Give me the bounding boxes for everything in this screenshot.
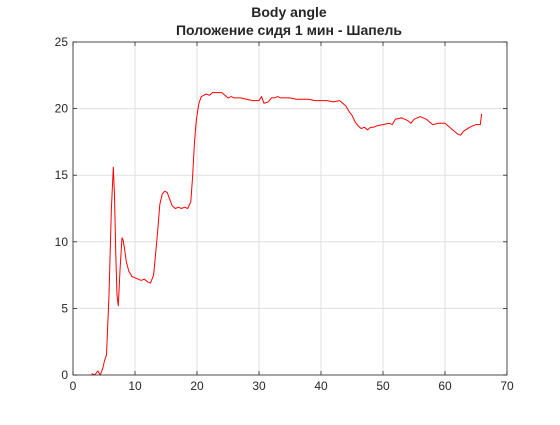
y-tick-label: 25 <box>55 35 69 49</box>
x-tick-label: 20 <box>190 379 204 393</box>
y-tick-label: 20 <box>55 102 69 116</box>
y-tick-label: 15 <box>55 168 69 182</box>
series-layer <box>91 92 483 376</box>
x-tick-label: 50 <box>376 379 390 393</box>
chart-title: Body angle <box>251 4 327 20</box>
x-tick-label: 70 <box>500 379 514 393</box>
x-tick-label: 10 <box>128 379 142 393</box>
y-tick-label: 5 <box>61 301 68 315</box>
y-tick-label: 10 <box>55 235 69 249</box>
plot-area <box>73 42 507 375</box>
x-tick-label: 40 <box>314 379 328 393</box>
x-tick-label: 30 <box>252 379 266 393</box>
chart-subtitle: Положение сидя 1 мин - Шапель <box>176 22 402 38</box>
y-tick-label: 0 <box>61 368 68 382</box>
x-tick-label: 60 <box>438 379 452 393</box>
x-axis: 0 10 20 30 40 50 60 70 <box>70 42 514 393</box>
series-line <box>91 92 483 376</box>
x-tick-label: 0 <box>70 379 77 393</box>
y-axis: 0 5 10 15 20 25 <box>55 35 507 382</box>
plot-frame <box>72 41 508 376</box>
